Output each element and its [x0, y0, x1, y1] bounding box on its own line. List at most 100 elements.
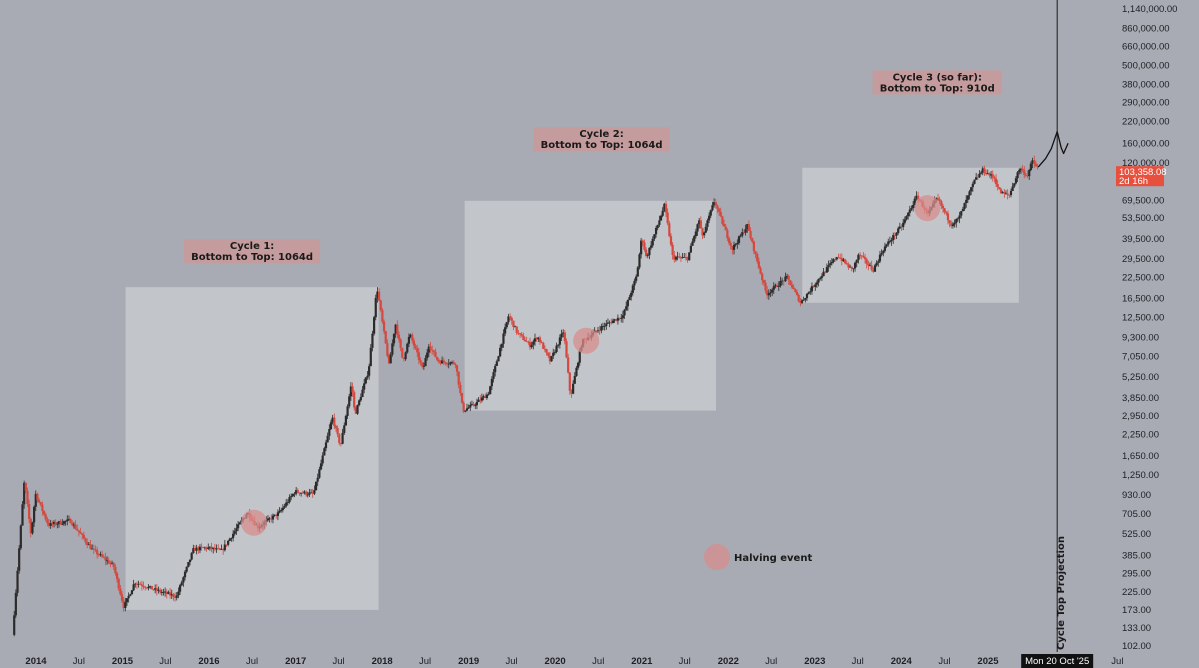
candle-body [429, 346, 432, 350]
candle [306, 491, 309, 498]
candle-body [469, 404, 472, 408]
candle [457, 371, 460, 389]
candle [86, 538, 89, 549]
candle-body [303, 491, 306, 494]
candle [452, 360, 455, 365]
candle-body [384, 331, 387, 344]
candle-body [475, 401, 479, 406]
candle-body [968, 191, 971, 196]
candle-body [880, 253, 883, 255]
candle-body [389, 354, 392, 364]
crosshair-date-tag [1021, 654, 1094, 668]
candle-body [694, 231, 697, 237]
candle-body [573, 375, 576, 384]
candle [110, 560, 114, 565]
candle-body [568, 372, 571, 391]
candle-body [237, 524, 240, 529]
candle-body [62, 521, 66, 524]
candle [314, 481, 318, 491]
candle-body [72, 524, 76, 526]
x-tick-month: Jul [419, 656, 431, 667]
candle-body [785, 275, 789, 277]
candle-body [711, 205, 714, 211]
candle [807, 291, 810, 295]
candle [475, 398, 479, 410]
candle-body [278, 510, 281, 513]
candle-body [233, 531, 236, 534]
candle [34, 490, 37, 512]
candle-body [555, 345, 558, 353]
candle-body [980, 172, 983, 174]
candle [303, 490, 306, 495]
candle [830, 258, 833, 266]
candle-body [399, 339, 402, 348]
candle [940, 199, 943, 210]
candle [122, 597, 125, 612]
candle [950, 220, 953, 229]
candle [993, 175, 996, 183]
candle-body [661, 210, 664, 216]
candle-body [553, 352, 556, 353]
candle [472, 401, 475, 407]
candle [28, 499, 31, 524]
candle-body [960, 211, 963, 216]
candle-body [853, 262, 857, 269]
candle-body [97, 554, 100, 556]
candle [54, 519, 57, 527]
candle-body [293, 493, 296, 495]
candle [414, 343, 417, 351]
y-tick-label: 7,050.00 [1122, 352, 1159, 363]
candle-body [412, 340, 416, 346]
candle-body [414, 345, 417, 349]
candle [847, 262, 850, 270]
candle-body [286, 502, 289, 503]
candle-body [470, 403, 474, 405]
candle [774, 283, 777, 289]
candle-body [625, 306, 628, 310]
candle [305, 490, 308, 497]
candle-body [285, 502, 288, 507]
y-tick-label: 2,950.00 [1122, 411, 1159, 422]
candle-body [1009, 190, 1013, 196]
candle [402, 357, 406, 362]
candle-body [706, 220, 709, 227]
candle [87, 541, 90, 546]
candle [487, 391, 490, 396]
candle [598, 325, 601, 335]
candle-body [107, 560, 110, 564]
candle-body [1006, 193, 1009, 195]
candle-body [213, 547, 216, 550]
candle [401, 347, 404, 359]
candle-body [314, 481, 318, 491]
candle [852, 268, 855, 273]
candle-body [963, 203, 966, 210]
candle [822, 268, 825, 277]
candle [570, 389, 573, 398]
candle [162, 588, 165, 596]
candle-body [958, 215, 961, 219]
candle [978, 170, 981, 178]
candle-body [752, 241, 756, 252]
candle [107, 557, 110, 565]
candle-body [42, 511, 46, 515]
candle [606, 318, 610, 324]
candle [800, 299, 804, 305]
candle-body [827, 265, 830, 268]
candle-body [673, 255, 676, 260]
candle [441, 356, 444, 364]
candle-body [198, 546, 202, 551]
candle-body [727, 238, 731, 243]
candle-body [188, 559, 192, 563]
candle [908, 205, 911, 217]
candle-body [679, 257, 683, 259]
x-axis-strip [0, 653, 1199, 668]
candle-body [104, 557, 107, 561]
candle-body [74, 524, 77, 529]
candle-body [1016, 172, 1019, 179]
candle-body [648, 247, 651, 256]
candle [512, 320, 515, 331]
candle-body [540, 342, 543, 343]
candle [49, 519, 52, 529]
candle-body [298, 492, 301, 494]
